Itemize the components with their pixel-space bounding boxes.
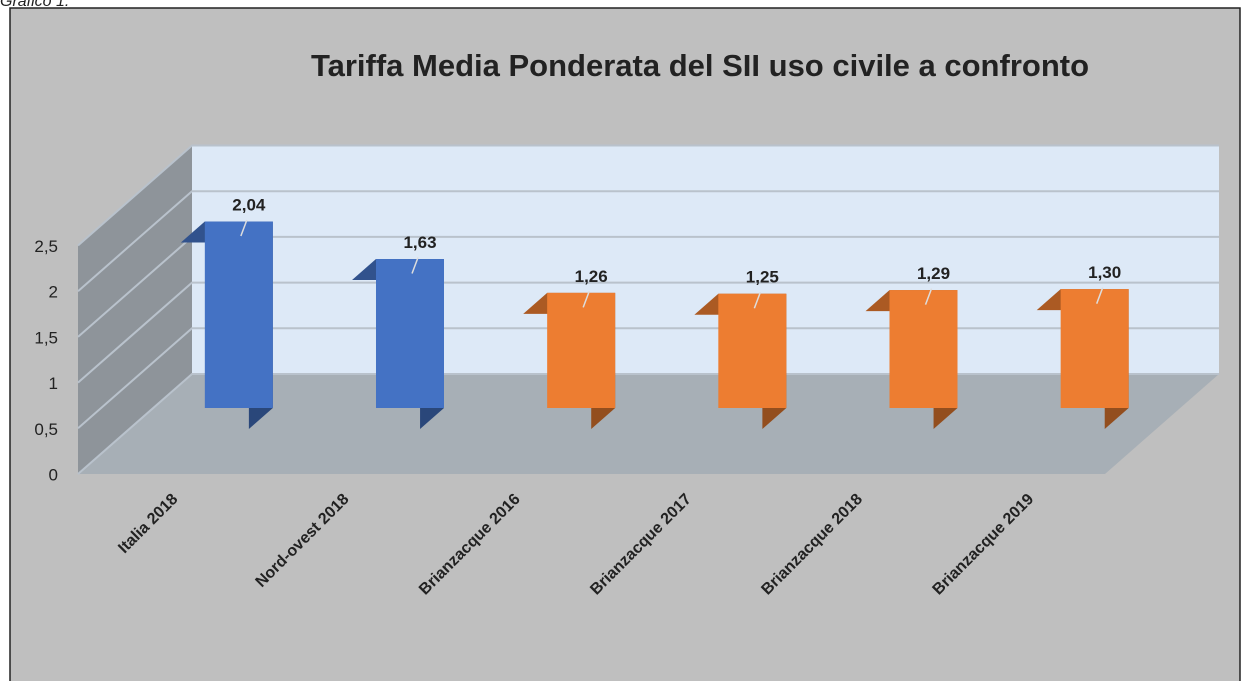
leader-line: [411, 257, 419, 274]
bar: [889, 290, 958, 408]
back-wall: [192, 145, 1219, 374]
grid-line: [77, 281, 1219, 384]
bar: [547, 292, 616, 408]
chart-title: Tariffa Media Ponderata del SII uso civi…: [311, 48, 1089, 83]
leader-line: [753, 291, 762, 309]
value-label: 1,63: [403, 233, 436, 252]
bar: [204, 221, 273, 408]
grid-line: [77, 144, 1219, 247]
grid-line: [77, 327, 1219, 430]
y-tick-label: 2,5: [34, 237, 58, 256]
bar: [1060, 289, 1129, 408]
leader-line: [1095, 287, 1104, 304]
y-tick-label: 2: [49, 283, 58, 302]
y-tick-label: 1: [49, 374, 58, 393]
bar: [718, 293, 787, 408]
bar: [375, 259, 444, 408]
left-wall: [78, 145, 192, 474]
value-label: 1,26: [575, 267, 608, 286]
value-label: 1,30: [1088, 263, 1121, 282]
y-tick-label: 1,5: [34, 328, 58, 347]
leader-line: [240, 219, 248, 237]
y-tick-label: 0,5: [34, 420, 58, 439]
y-tick-label: 0: [49, 465, 58, 484]
grid-line: [77, 190, 1219, 292]
grid-line: [77, 373, 1219, 475]
caption: Grafico 1.: [0, 0, 69, 10]
value-label: 1,29: [917, 264, 950, 283]
value-label: 1,25: [746, 268, 779, 287]
leader-line: [924, 288, 933, 305]
leader-line: [582, 291, 590, 308]
value-label: 2,04: [232, 196, 266, 215]
